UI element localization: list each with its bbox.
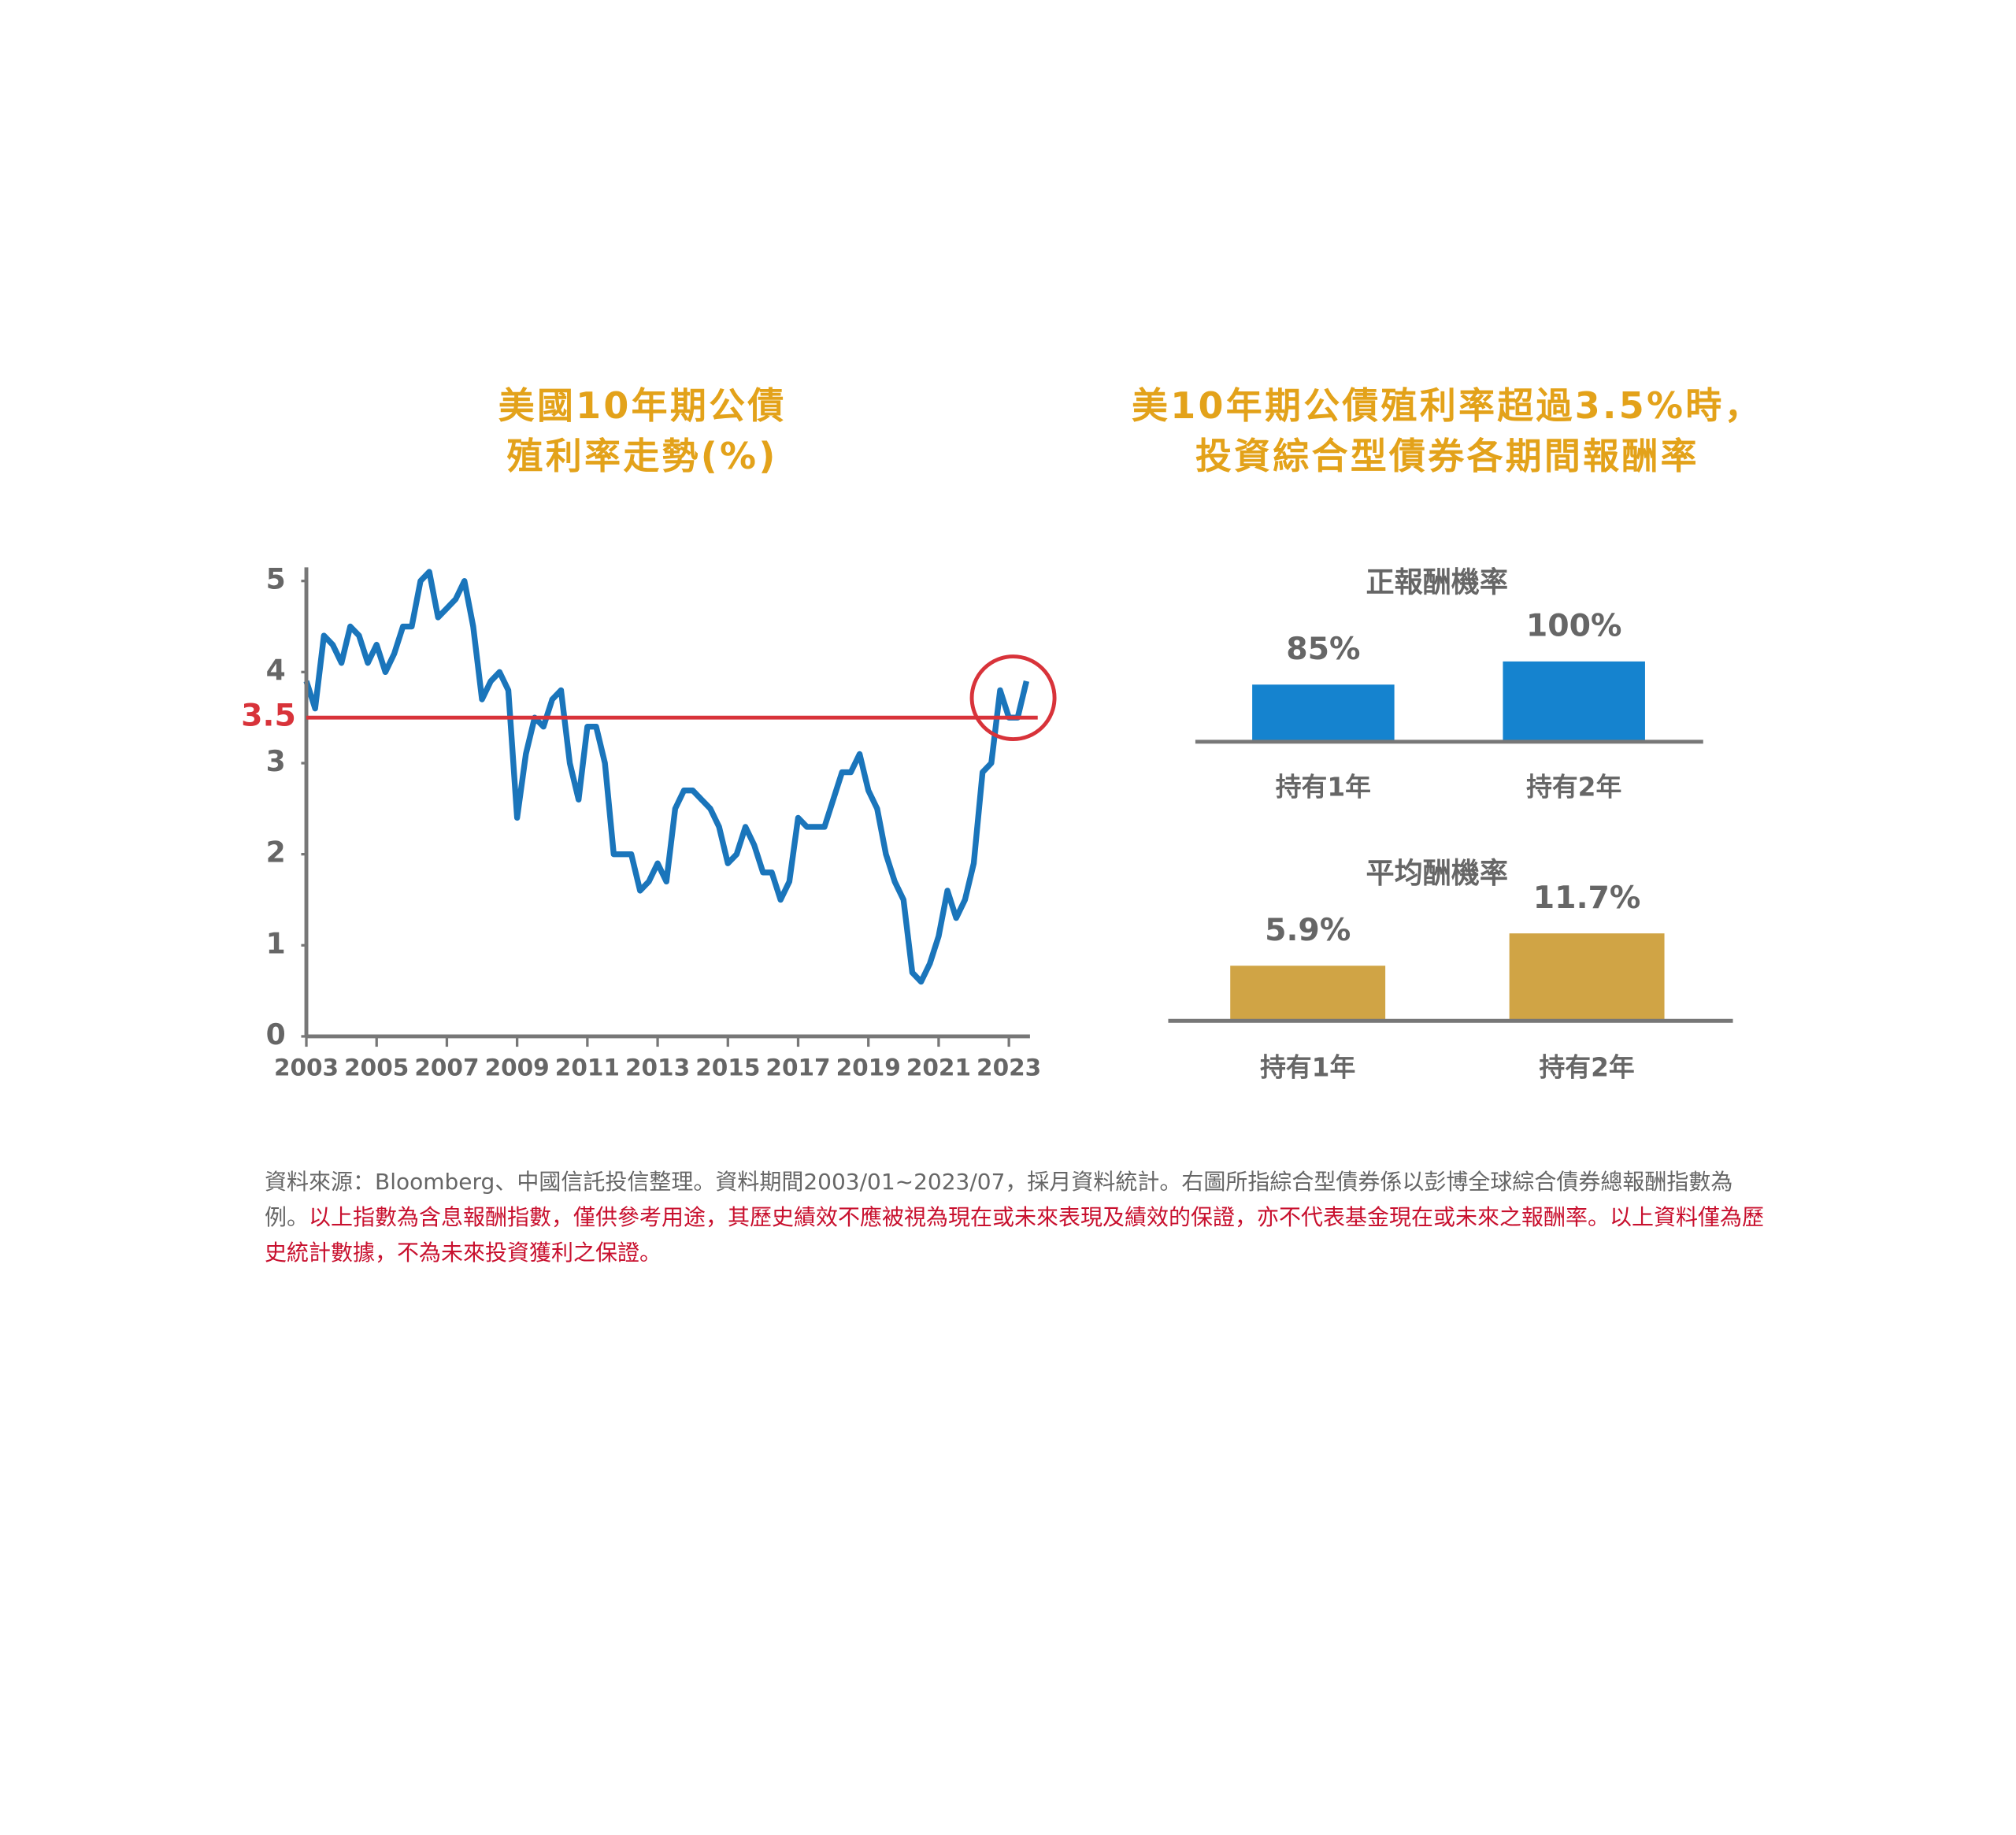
- y-tick-label: 4: [266, 654, 286, 687]
- line-series: [303, 569, 1030, 985]
- chart-title: 殖利率走勢(%): [507, 435, 778, 477]
- chart-title: 美國10年期公債: [498, 384, 787, 427]
- y-tick-label: 2: [266, 836, 286, 869]
- x-tick-label: 2019: [836, 1054, 901, 1081]
- bar-chart-title: 平均酬機率: [1366, 857, 1508, 890]
- x-tick-label: 2017: [765, 1054, 830, 1081]
- x-tick-label: 2003: [274, 1054, 339, 1081]
- value-label: 100%: [1526, 608, 1622, 644]
- x-tick-label: 2007: [414, 1054, 479, 1081]
- source-note: 資料來源：Bloomberg、中國信託投信整理。資料期間2003/01~2023…: [265, 1169, 1733, 1230]
- bar: [1503, 661, 1645, 742]
- y-tick-label: 0: [266, 1018, 286, 1051]
- value-label: 5.9%: [1265, 912, 1351, 948]
- category-label: 持有1年: [1260, 1052, 1355, 1082]
- category-label: 持有2年: [1539, 1052, 1634, 1082]
- x-tick-label: 2011: [555, 1054, 620, 1081]
- x-tick-label: 2005: [344, 1054, 409, 1081]
- y-tick-label: 1: [266, 927, 286, 960]
- x-tick-label: 2015: [695, 1054, 760, 1081]
- panel-title: 美10年期公債殖利率超過3.5%時，: [1132, 384, 1763, 427]
- y-tick-label: 3: [266, 745, 286, 778]
- bar: [1230, 966, 1386, 1021]
- value-label: 85%: [1286, 631, 1360, 667]
- category-label: 持有2年: [1526, 772, 1621, 802]
- value-label: 11.7%: [1533, 880, 1641, 916]
- bar: [1509, 933, 1665, 1021]
- bar-chart-title: 正報酬機率: [1366, 566, 1508, 599]
- bar: [1252, 684, 1395, 742]
- threshold-label: 3.5: [241, 698, 296, 734]
- x-tick-label: 2009: [485, 1054, 550, 1081]
- panel-title: 投資綜合型債券各期間報酬率: [1195, 435, 1699, 477]
- x-tick-label: 2013: [625, 1054, 690, 1081]
- disclaimer: 以上指數為含息報酬指數，僅供參考用途，其歷史績效不應被視為現在或未來表現及績效的…: [265, 1204, 1765, 1266]
- category-label: 持有1年: [1276, 772, 1371, 802]
- highlight-circle: [969, 654, 1057, 742]
- x-tick-label: 2023: [976, 1054, 1041, 1081]
- y-tick-label: 5: [266, 563, 286, 596]
- x-tick-label: 2021: [906, 1054, 971, 1081]
- footnote: 資料來源：Bloomberg、中國信託投信整理。資料期間2003/01~2023…: [265, 1164, 1777, 1270]
